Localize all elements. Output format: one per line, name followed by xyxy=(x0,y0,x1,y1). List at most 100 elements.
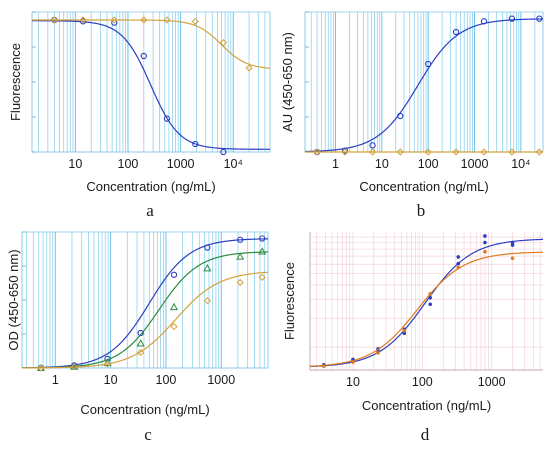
y-axis-label: Fluorescence xyxy=(282,262,297,340)
data-point xyxy=(424,148,432,156)
y-axis-label: AU (450-650 nm) xyxy=(280,32,295,132)
fit-curve xyxy=(32,19,271,69)
data-point xyxy=(140,16,148,24)
data-point xyxy=(351,360,355,364)
panel-a: 10 100 1000 10⁴ Concentration (ng/mL) Fluores… xyxy=(8,11,271,220)
x-axis-label: Concentration (ng/mL) xyxy=(362,398,491,413)
data-point xyxy=(322,364,326,368)
x-axis-label: Concentration (ng/mL) xyxy=(80,402,209,417)
x-tick-label: 100 xyxy=(156,373,177,387)
x-tick-label: 100 xyxy=(418,157,439,171)
data-point xyxy=(192,140,199,148)
data-point xyxy=(402,331,407,336)
series-2 xyxy=(309,249,544,368)
data-point xyxy=(219,39,227,47)
axes xyxy=(21,231,269,369)
axes xyxy=(31,11,271,153)
data-point xyxy=(510,256,515,261)
x-tick-label: 100 xyxy=(118,157,139,171)
plot-frame xyxy=(31,11,271,153)
data-point xyxy=(428,291,433,296)
data-point xyxy=(137,329,144,337)
data-point xyxy=(376,351,380,355)
x-tick-label: 1000 xyxy=(478,375,506,389)
data-point xyxy=(483,249,487,254)
data-point xyxy=(236,278,244,287)
series-2 xyxy=(305,148,543,156)
axes xyxy=(309,232,543,371)
data-point xyxy=(237,236,244,243)
data-point xyxy=(79,16,87,24)
fit-curve xyxy=(309,238,544,368)
data-point xyxy=(203,297,211,305)
fit-curve xyxy=(309,251,544,367)
data-point xyxy=(259,235,266,242)
fit-curve xyxy=(32,20,270,150)
x-tick-label: 1000 xyxy=(207,373,235,387)
data-point xyxy=(258,247,267,255)
data-point xyxy=(428,295,433,300)
data-point xyxy=(245,64,253,72)
data-point xyxy=(136,339,145,347)
data-point xyxy=(170,322,178,331)
series-2 xyxy=(32,16,271,72)
grid-lines xyxy=(310,12,544,152)
data-point xyxy=(369,142,376,149)
data-point xyxy=(220,148,227,156)
data-point xyxy=(452,28,460,36)
x-axis-label: Concentration (ng/mL) xyxy=(86,179,215,194)
data-point xyxy=(456,261,461,266)
series-3 xyxy=(22,271,269,372)
grid-lines xyxy=(38,12,271,152)
data-point xyxy=(536,15,543,22)
data-point xyxy=(169,302,179,311)
panel-d: 10 100 1000 Concentration (ng/mL) Fluorescen… xyxy=(282,232,544,444)
panel-label: a xyxy=(146,201,154,220)
data-point xyxy=(37,364,45,372)
x-tick-label: 10⁴ xyxy=(224,157,243,171)
data-point xyxy=(396,148,404,156)
data-point xyxy=(483,234,487,238)
panel-label: c xyxy=(144,425,152,444)
data-point xyxy=(425,60,432,68)
data-point xyxy=(535,148,543,156)
data-point xyxy=(510,243,515,247)
data-point xyxy=(456,255,461,259)
data-point xyxy=(368,148,377,156)
data-point xyxy=(203,264,212,272)
panel-label: b xyxy=(417,201,426,220)
data-point xyxy=(258,273,266,281)
data-point xyxy=(483,240,487,245)
data-point xyxy=(341,148,349,156)
plot-frame xyxy=(21,231,269,369)
x-tick-label: 10 xyxy=(104,373,118,387)
data-point xyxy=(79,18,87,25)
x-tick-label: 1 xyxy=(52,373,59,387)
x-tick-label: 1000 xyxy=(167,157,195,171)
data-point xyxy=(110,16,118,24)
data-point xyxy=(402,328,407,333)
data-point xyxy=(140,52,147,60)
data-point xyxy=(313,148,321,156)
data-point xyxy=(170,271,178,278)
data-point xyxy=(397,112,404,120)
data-point xyxy=(428,302,433,307)
data-point xyxy=(480,148,488,156)
data-point xyxy=(50,16,59,24)
panel-b: 1 10 100 1000 10⁴ Concentration (ng/mL) AU (45… xyxy=(280,11,544,220)
data-point xyxy=(452,148,460,156)
x-tick-label: 10 xyxy=(68,157,82,171)
data-point xyxy=(236,252,245,260)
data-point xyxy=(137,348,145,357)
panel-c: 1 10 100 1000 Concentration (ng/mL) OD (450-6… xyxy=(6,231,269,444)
data-point xyxy=(103,360,112,368)
y-axis-label: Fluorescence xyxy=(8,43,23,121)
x-tick-label: 10⁴ xyxy=(511,157,530,171)
data-point xyxy=(456,265,461,270)
data-point xyxy=(70,363,78,371)
series-1 xyxy=(21,235,269,372)
data-point xyxy=(508,15,516,22)
fit-curve xyxy=(22,271,269,369)
data-point xyxy=(508,148,516,156)
